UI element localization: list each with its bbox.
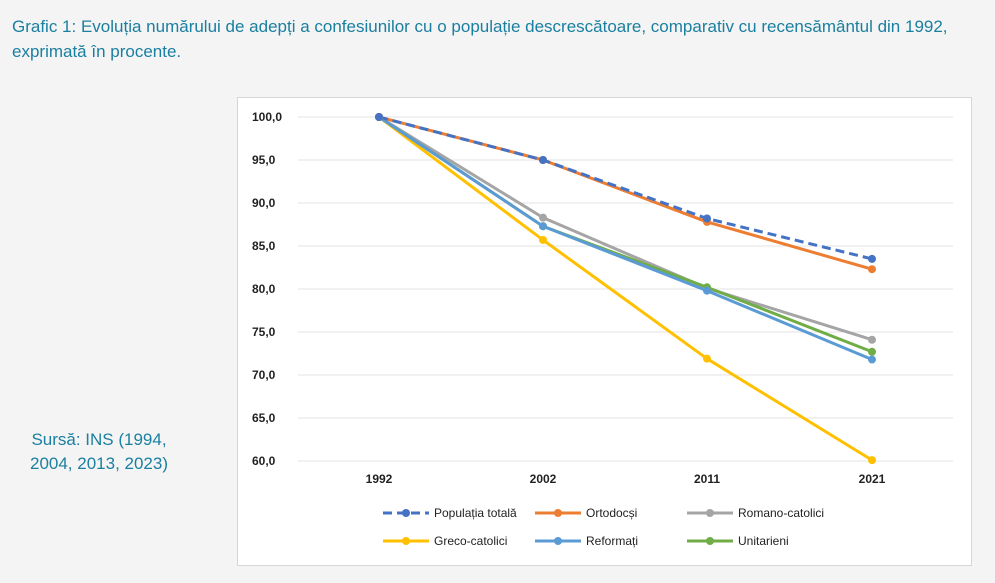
x-axis-ticks: 1992 2002 2011 2021 <box>366 472 886 486</box>
y-tick-label: 80,0 <box>252 282 276 296</box>
series-line <box>378 115 873 462</box>
data-point <box>868 456 876 465</box>
data-point <box>868 347 876 356</box>
y-tick-label: 60,0 <box>252 454 276 468</box>
data-point <box>868 355 876 364</box>
data-point <box>539 156 547 164</box>
data-point <box>868 265 876 274</box>
y-tick-label: 90,0 <box>252 196 276 210</box>
legend-marker <box>706 537 714 545</box>
series-lines <box>378 115 873 462</box>
series-line <box>378 115 873 361</box>
legend-marker <box>706 509 714 517</box>
x-tick-label: 1992 <box>366 472 393 486</box>
y-tick-label: 75,0 <box>252 325 276 339</box>
legend-label: Unitarieni <box>738 534 789 548</box>
y-tick-label: 100,0 <box>252 110 282 124</box>
chart-frame: 100,0 95,0 90,0 85,0 80,0 75,0 70,0 65,0 60,0 19… <box>237 97 972 566</box>
legend-label: Romano-catolici <box>738 506 824 520</box>
y-tick-label: 85,0 <box>252 239 276 253</box>
data-point <box>703 214 711 223</box>
legend-marker <box>554 537 562 545</box>
data-point <box>539 235 547 244</box>
series-line <box>378 115 873 261</box>
series-points <box>375 113 876 465</box>
source-note: Sursă: INS (1994, 2004, 2013, 2023) <box>10 428 188 476</box>
legend: Populația totală Ortodocși Romano-catolici… <box>383 506 824 548</box>
y-tick-label: 65,0 <box>252 411 276 425</box>
data-point <box>868 335 876 344</box>
grid-lines <box>298 116 953 462</box>
source-line-2: 2004, 2013, 2023) <box>29 454 168 473</box>
y-axis-ticks: 100,0 95,0 90,0 85,0 80,0 75,0 70,0 65,0 60,0 <box>252 110 282 468</box>
data-point <box>703 286 711 295</box>
legend-marker <box>554 509 562 517</box>
line-chart: 100,0 95,0 90,0 85,0 80,0 75,0 70,0 65,0 60,0 19… <box>252 110 953 548</box>
x-tick-label: 2011 <box>694 472 720 486</box>
legend-marker <box>402 509 410 517</box>
legend-label: Populația totală <box>434 506 517 520</box>
data-point <box>703 354 711 363</box>
x-tick-label: 2021 <box>859 472 886 486</box>
data-point <box>375 113 383 121</box>
data-point <box>539 222 547 231</box>
data-point <box>868 254 876 263</box>
y-tick-label: 70,0 <box>252 368 276 382</box>
figure-caption: Grafic 1: Evoluția numărului de adepți a… <box>12 17 948 61</box>
data-point <box>539 213 547 222</box>
legend-label: Ortodocși <box>586 506 637 520</box>
y-tick-label: 95,0 <box>252 153 276 167</box>
legend-marker <box>402 537 410 545</box>
series-line <box>378 115 873 342</box>
x-tick-label: 2002 <box>530 472 557 486</box>
legend-label: Greco-catolici <box>434 534 507 548</box>
source-line-1: Sursă: INS (1994, <box>31 430 167 449</box>
legend-label: Reformați <box>586 534 638 548</box>
